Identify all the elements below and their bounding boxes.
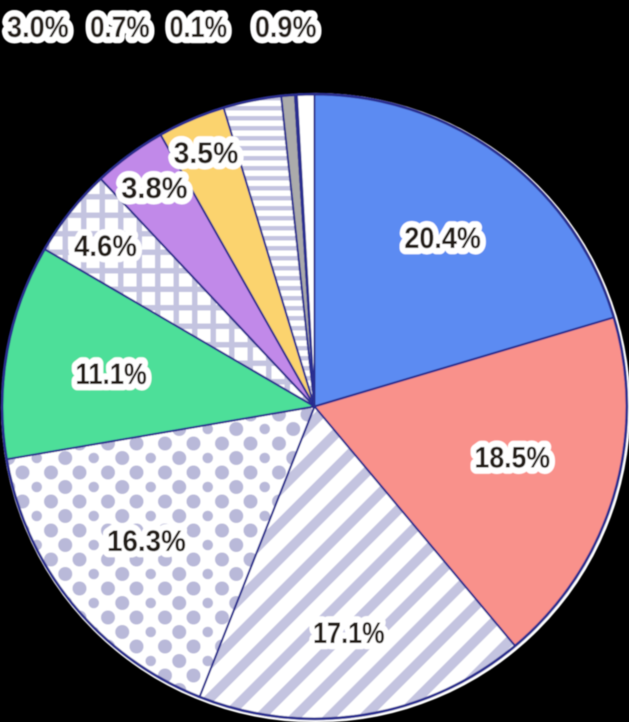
svg-text:0.1%: 0.1% xyxy=(169,11,227,44)
svg-text:20.4%: 20.4% xyxy=(404,222,481,255)
svg-text:4.6%: 4.6% xyxy=(74,230,137,263)
svg-text:0.7%: 0.7% xyxy=(90,11,150,44)
svg-text:3.0%: 3.0% xyxy=(7,11,69,44)
svg-text:18.5%: 18.5% xyxy=(475,442,551,475)
svg-text:0.9%: 0.9% xyxy=(255,11,317,44)
svg-text:3.5%: 3.5% xyxy=(174,137,239,170)
svg-text:3.8%: 3.8% xyxy=(121,172,187,205)
svg-text:16.3%: 16.3% xyxy=(107,525,186,558)
svg-text:11.1%: 11.1% xyxy=(76,358,147,391)
svg-text:17.1%: 17.1% xyxy=(313,617,385,650)
